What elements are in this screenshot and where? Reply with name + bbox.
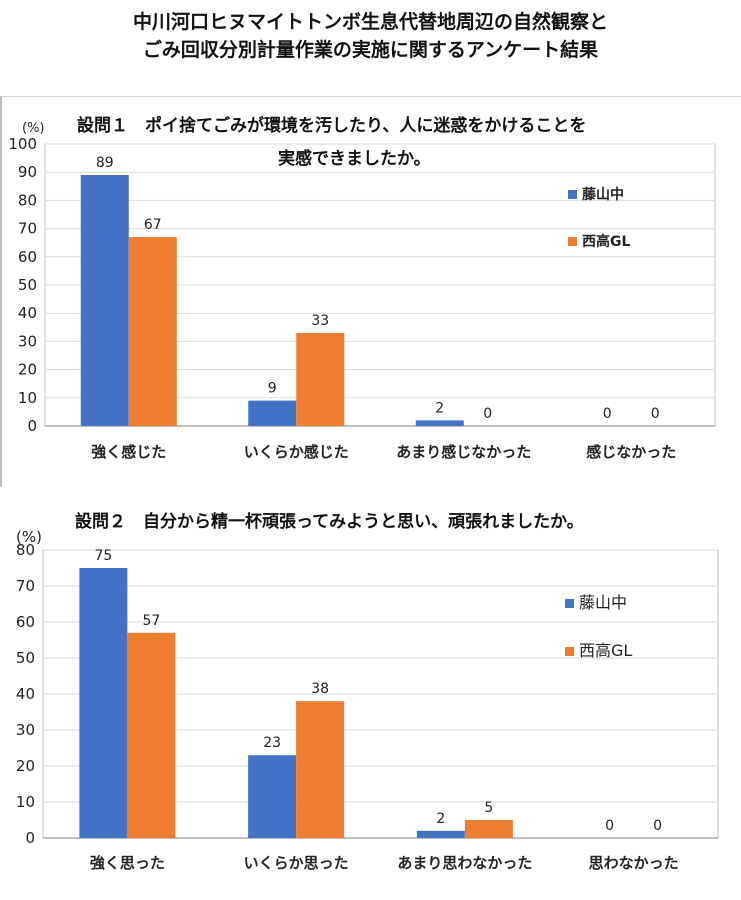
legend-label: 西高GL — [579, 641, 632, 660]
bar-series2 — [296, 332, 345, 426]
category-label: あまり感じなかった — [396, 443, 531, 461]
y-tick-label: 50 — [16, 649, 35, 667]
y-tick-label: 90 — [18, 163, 37, 181]
y-tick-label: 50 — [18, 276, 37, 294]
data-label: 5 — [484, 800, 493, 816]
y-tick-label: 100 — [8, 135, 37, 153]
y-tick-label: 10 — [18, 389, 37, 407]
y-tick-label: 80 — [18, 191, 37, 209]
y-tick-label: 10 — [16, 793, 35, 811]
chart-title: 設問１ ポイ捨てごみが環境を汚したり、人に迷惑をかけることを — [77, 115, 586, 136]
y-tick-label: 40 — [16, 685, 35, 703]
category-label: 思わなかった — [589, 854, 679, 872]
data-label: 0 — [483, 406, 492, 422]
legend-swatch-series2 — [568, 237, 577, 246]
y-tick-label: 80 — [16, 541, 35, 559]
bar-series2 — [128, 237, 177, 426]
category-label: いくらか感じた — [244, 443, 349, 461]
legend-swatch-series2 — [565, 647, 574, 656]
data-label: 0 — [603, 406, 612, 422]
y-tick-label: 0 — [25, 829, 35, 847]
legend-swatch-series1 — [568, 190, 577, 199]
bar-series1 — [79, 568, 128, 838]
data-label: 0 — [653, 818, 662, 834]
y-tick-label: 60 — [16, 613, 35, 631]
data-label: 89 — [96, 155, 114, 171]
category-label: 強く感じた — [91, 443, 166, 461]
page-title-line-1: 中川河口ヒヌマイトトンボ生息代替地周辺の自然観察と — [132, 11, 608, 33]
page-title: 中川河口ヒヌマイトトンボ生息代替地周辺の自然観察と ごみ回収分別計量作業の実施に… — [0, 8, 741, 64]
category-label: 強く思った — [90, 854, 165, 872]
legend-label: 藤山中 — [579, 593, 627, 612]
unit-label: (%) — [22, 121, 45, 136]
y-tick-label: 30 — [18, 332, 37, 350]
bar-series2 — [296, 701, 345, 838]
bar-series1 — [248, 755, 297, 838]
y-tick-label: 70 — [16, 577, 35, 595]
chart-question-1: 0 10 20 30 40 50 60 70 80 90 100 (%) 設問１ ポイ捨てごみが環境を汚… — [0, 96, 741, 487]
category-label: あまり思わなかった — [397, 854, 532, 872]
data-label: 2 — [435, 400, 444, 416]
bar-series1 — [248, 400, 297, 426]
legend-label: 西高GL — [582, 233, 630, 250]
data-label: 9 — [268, 381, 277, 397]
y-tick-label: 20 — [18, 361, 37, 379]
y-tick-label: 20 — [16, 757, 35, 775]
bar-series1 — [416, 830, 465, 838]
chart-title-line-2: 実感できましたか。 — [278, 148, 431, 169]
y-tick-label: 60 — [18, 248, 37, 266]
unit-label: (%) — [16, 528, 42, 546]
bar-series2 — [127, 632, 176, 838]
data-label: 33 — [311, 313, 329, 329]
chart-title: 設問２ 自分から精一杯頑張ってみようと思い、頑張れましたか。 — [75, 511, 584, 532]
data-label: 75 — [94, 548, 112, 564]
legend-swatch-series1 — [565, 599, 574, 608]
y-tick-label: 30 — [16, 721, 35, 739]
data-label: 67 — [144, 217, 162, 233]
bar-series1 — [80, 175, 129, 426]
category-label: いくらか思った — [244, 854, 349, 872]
data-label: 57 — [142, 613, 160, 629]
y-tick-label: 40 — [18, 304, 37, 322]
data-label: 38 — [311, 681, 329, 697]
bar-series2 — [464, 820, 513, 838]
y-tick-label: 70 — [18, 220, 37, 238]
legend-label: 藤山中 — [582, 186, 624, 203]
data-label: 23 — [263, 735, 281, 751]
data-label: 0 — [605, 818, 614, 834]
data-label: 0 — [651, 406, 660, 422]
data-label: 2 — [436, 811, 445, 827]
y-tick-label: 0 — [27, 417, 37, 435]
chart-question-2: 0 10 20 30 40 50 60 70 80 (%) 設問２ 自分から精一杯頑張ってみようと思… — [0, 505, 741, 900]
page-title-line-2: ごみ回収分別計量作業の実施に関するアンケート結果 — [142, 39, 599, 61]
category-label: 感じなかった — [586, 443, 676, 461]
bar-series1 — [415, 420, 464, 426]
